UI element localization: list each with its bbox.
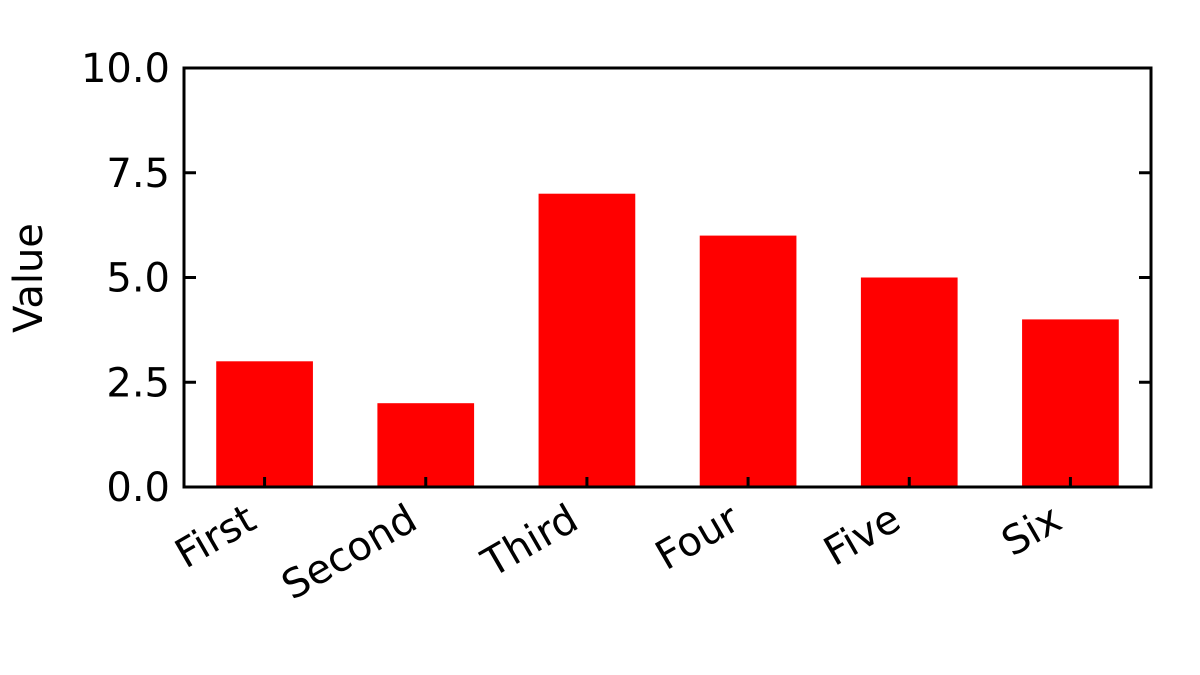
bar-six <box>1022 319 1119 487</box>
bar-third <box>538 193 636 487</box>
x-tick-label: First <box>168 496 264 578</box>
y-tick-label: 7.5 <box>106 151 170 197</box>
plot-frame <box>182 66 1153 489</box>
bar-four <box>699 235 797 487</box>
x-axis: First Second Third Four Five Six <box>168 477 1072 609</box>
x-tick-label: Five <box>816 496 908 576</box>
bar-five <box>860 277 958 487</box>
bar-first <box>216 361 313 487</box>
x-tick-label: Six <box>994 496 1069 566</box>
y-tick-label: 2.5 <box>106 360 170 406</box>
bar-second <box>377 403 475 487</box>
y-tick-label: 0.0 <box>106 465 170 511</box>
x-tick-label: Third <box>474 496 586 587</box>
y-axis: 0.0 2.5 5.0 7.5 10.0 <box>81 46 1151 511</box>
bars-group <box>216 193 1119 487</box>
x-tick-label: Four <box>648 496 748 580</box>
y-tick-label: 5.0 <box>106 256 170 302</box>
y-axis-label: Value <box>6 223 52 333</box>
y-tick-label: 10.0 <box>81 46 170 92</box>
x-tick-label: Second <box>274 496 424 609</box>
